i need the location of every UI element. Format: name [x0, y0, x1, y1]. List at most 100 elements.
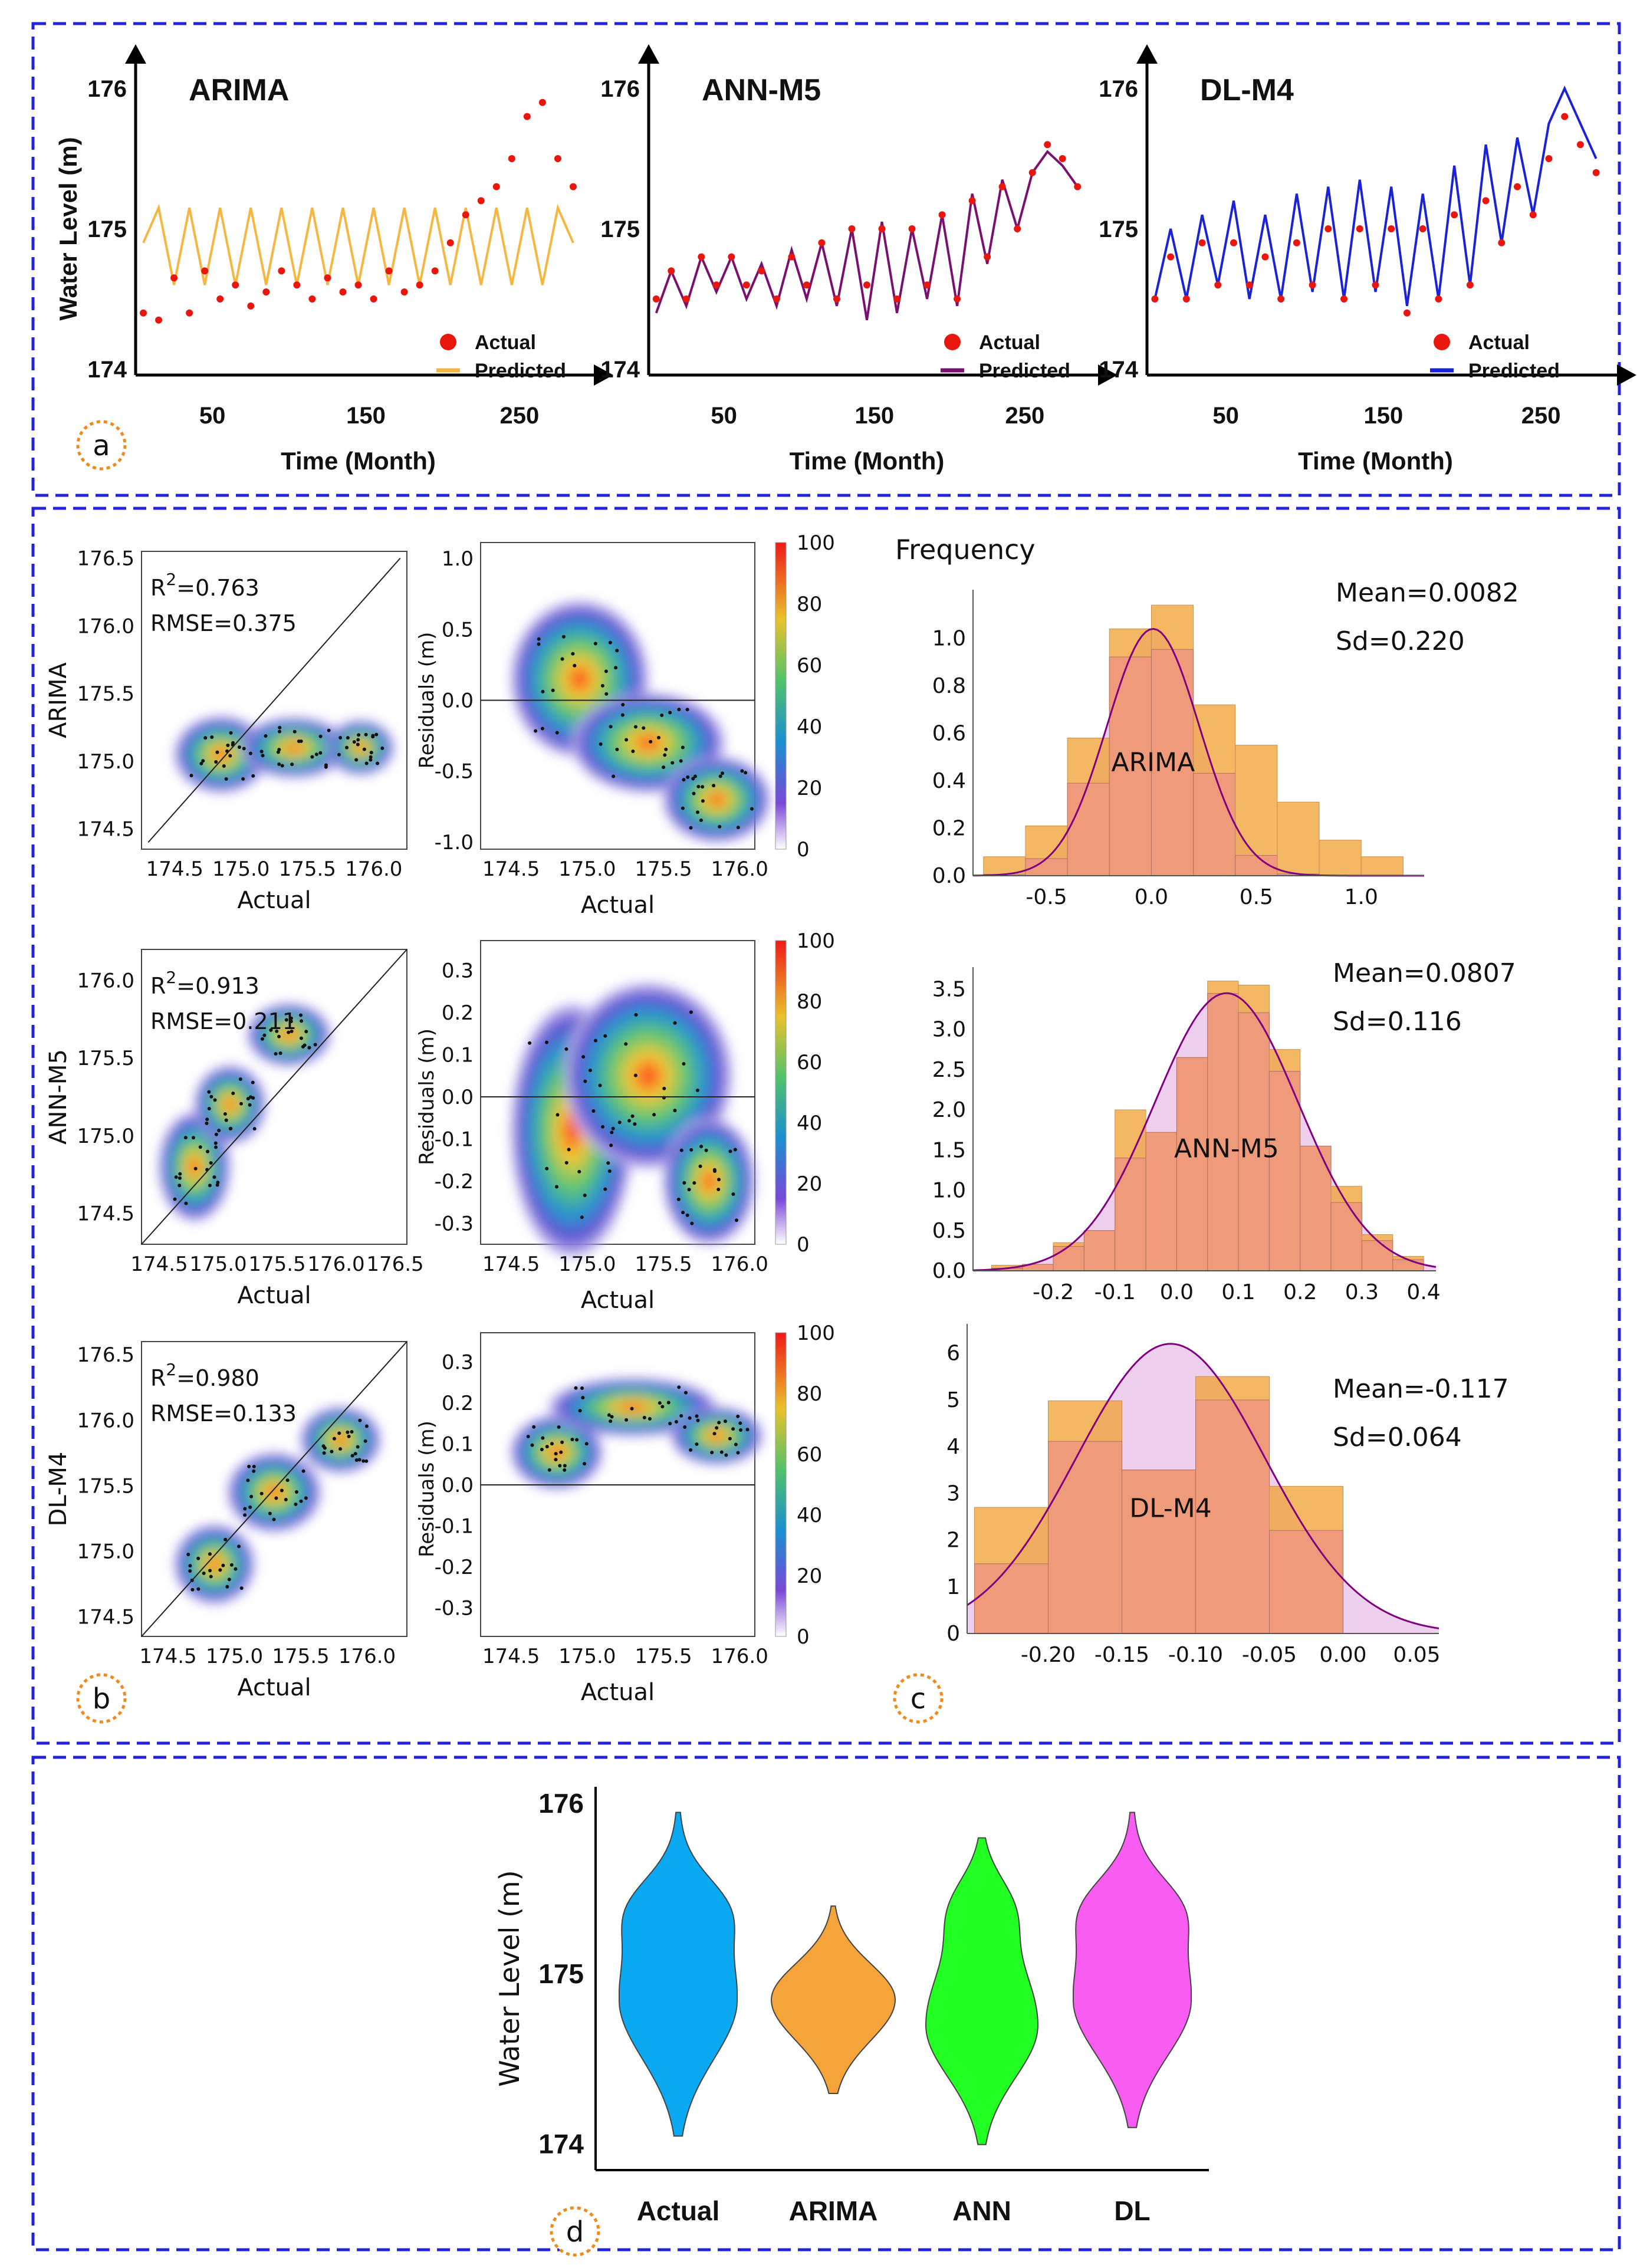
data-point [567, 1148, 571, 1151]
data-point [591, 1109, 595, 1113]
y-tick-label: 176.5 [77, 1343, 134, 1367]
data-point [548, 1468, 551, 1472]
data-point [175, 1175, 178, 1179]
mean-annotation: Mean=0.0082 [1336, 578, 1519, 608]
y-tick-label: 176 [87, 76, 127, 102]
data-point [643, 1416, 646, 1419]
x-tick-label: 174.5 [482, 857, 540, 881]
data-point [686, 708, 689, 711]
data-point [280, 1489, 284, 1493]
y-tick-label: 174.5 [77, 818, 134, 842]
x-axis-label: Actual [237, 1674, 311, 1701]
data-point [324, 763, 328, 767]
x-tick-label: 50 [1212, 403, 1239, 429]
y-tick-label: 2.0 [932, 1098, 966, 1122]
data-point [205, 1122, 208, 1125]
x-tick-label: 0.0 [1135, 885, 1168, 909]
data-point [713, 1168, 716, 1172]
data-point [252, 1470, 255, 1473]
data-point [184, 1136, 188, 1139]
data-point [696, 810, 699, 814]
y-tick-label: 176 [1099, 76, 1138, 102]
actual-point [401, 288, 408, 295]
actual-point [1483, 197, 1490, 204]
y-tick-label: 1 [946, 1575, 960, 1599]
y-tick-label: 175.0 [77, 1125, 134, 1148]
frequency-title: Frequency [895, 534, 1036, 566]
colorbar-tick-label: 80 [797, 593, 822, 616]
colorbar-tick-label: 40 [797, 715, 822, 739]
data-point [601, 684, 604, 688]
legend-predicted-label: Predicted [475, 360, 566, 382]
data-point [739, 1428, 742, 1432]
density-blob [175, 1525, 254, 1603]
data-point [677, 1385, 681, 1389]
panel-a-label: a [78, 422, 125, 469]
actual-point [728, 254, 735, 261]
x-tick-label: -0.15 [1094, 1643, 1149, 1667]
data-point [738, 1421, 742, 1425]
data-point [356, 1445, 360, 1449]
data-point [715, 1426, 718, 1429]
data-point [188, 1564, 192, 1567]
x-tick-label: 0.2 [1283, 1280, 1317, 1304]
density-blob [663, 757, 770, 842]
y-tick-label: 1.5 [932, 1138, 966, 1162]
actual-point [386, 267, 393, 274]
x-tick-label: 175.5 [272, 1645, 329, 1668]
chart-title: ANN-M5 [702, 73, 821, 107]
data-point [277, 751, 280, 754]
data-point [527, 1435, 530, 1438]
data-point [251, 1081, 255, 1084]
data-point [541, 727, 544, 731]
actual-point [1467, 281, 1474, 288]
data-point [560, 1441, 564, 1444]
data-point [350, 1430, 354, 1434]
actual-point [909, 225, 916, 232]
data-point [318, 751, 322, 755]
actual-point [1340, 295, 1347, 303]
y-axis-label: Water Level (m) [54, 137, 82, 320]
x-tick-label: 150 [346, 403, 386, 429]
actual-point [462, 211, 469, 218]
data-point [346, 736, 350, 739]
colorbar-tick-label: 0 [797, 1233, 810, 1257]
actual-point [1044, 141, 1051, 148]
actual-point [508, 155, 515, 162]
data-point [251, 774, 255, 778]
data-point [228, 1577, 231, 1581]
actual-point [1059, 155, 1066, 162]
y-tick-label: 176 [538, 1788, 584, 1819]
actual-point [1151, 295, 1158, 303]
data-point [330, 1450, 333, 1454]
data-point [642, 727, 645, 730]
svg-text:d: d [566, 2216, 584, 2249]
data-point [713, 1432, 716, 1435]
y-tick-label: 176.5 [77, 547, 134, 570]
data-point [682, 1181, 686, 1185]
y-tick-label: 174 [87, 357, 127, 383]
y-tick-label: 175.0 [77, 1540, 134, 1564]
data-point [314, 1043, 317, 1047]
actual-point [1230, 239, 1237, 246]
data-point [634, 725, 637, 728]
y-axis-label: Residuals (m) [415, 1028, 439, 1165]
actual-point [984, 254, 991, 261]
y-tick-label: -0.2 [435, 1170, 474, 1194]
data-point [365, 1424, 369, 1428]
data-point [657, 736, 660, 739]
svg-text:c: c [911, 1682, 926, 1715]
data-point [577, 1170, 581, 1174]
data-point [621, 714, 624, 717]
data-point [627, 1119, 631, 1123]
data-point [537, 642, 541, 646]
histogram-overlap [975, 1564, 1048, 1633]
data-point [696, 785, 700, 788]
histogram-bar [1277, 802, 1319, 876]
data-point [203, 736, 207, 739]
data-point [716, 1188, 720, 1191]
density-blob [301, 1407, 380, 1472]
row-model-label: ARIMA [45, 662, 72, 738]
